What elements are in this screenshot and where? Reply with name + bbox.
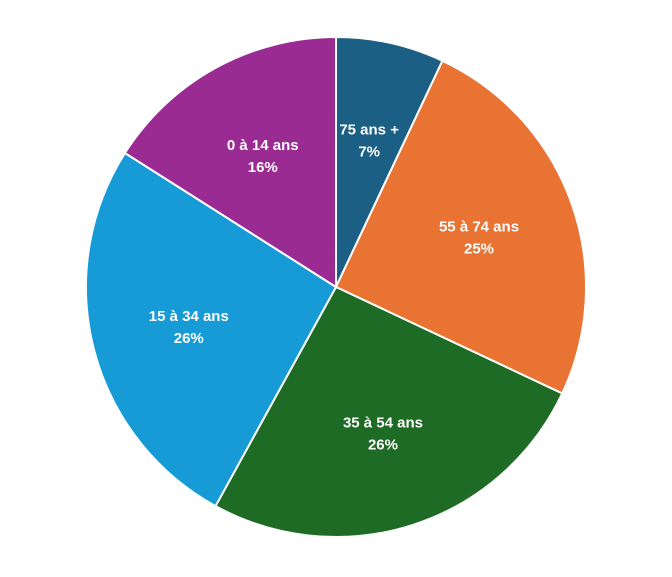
pie-label-percent: 26% — [174, 330, 204, 347]
pie-slice-75-ans — [335, 35, 444, 288]
pie-label-category: 55 à 74 ans — [439, 219, 519, 236]
pie-label-category: 75 ans + — [339, 122, 399, 139]
pie-label-category: 0 à 14 ans — [227, 137, 299, 154]
pie-slice-0-a-14-ans — [123, 35, 337, 289]
pie-slice-15-a-34-ans — [85, 151, 338, 508]
pie-label-75-ans: 75 ans + 7% — [339, 122, 399, 161]
pie-label-category: 35 à 54 ans — [343, 415, 423, 432]
pie-label-0-a-14-ans: 0 à 14 ans 16% — [227, 137, 299, 176]
pie-label-35-a-54-ans: 35 à 54 ans 26% — [343, 415, 423, 454]
pie-label-category: 15 à 34 ans — [149, 308, 229, 325]
pie-label-percent: 16% — [248, 159, 278, 176]
pie-label-percent: 25% — [464, 241, 494, 258]
pie-label-percent: 7% — [358, 144, 380, 161]
pie-label-percent: 26% — [368, 437, 398, 454]
pie-slices — [85, 35, 587, 538]
pie-slice-55-a-74-ans — [334, 59, 587, 395]
pie-labels: 75 ans +7%55 à 74 ans 25%35 à 54 ans 26%15… — [149, 122, 519, 454]
pie-label-55-a-74-ans: 55 à 74 ans 25% — [439, 219, 519, 258]
pie-label-15-a-34-ans: 15 à 34 ans 26% — [149, 308, 229, 347]
